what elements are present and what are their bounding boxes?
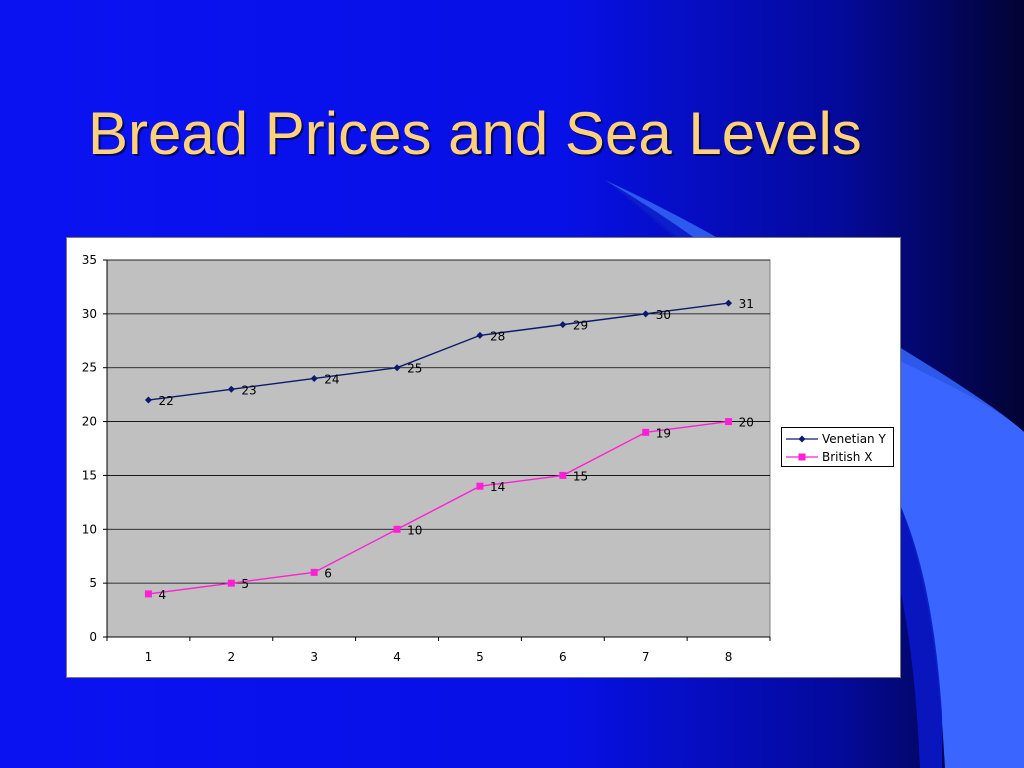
legend-label-british: British X <box>822 450 873 464</box>
data-point-british <box>310 568 318 576</box>
data-point-british <box>476 482 484 490</box>
data-label-british: 15 <box>573 469 588 483</box>
data-label-venetian: 22 <box>158 394 173 408</box>
slide-title: Bread Prices and Sea Levels <box>88 100 862 167</box>
y-tick-label: 5 <box>89 576 97 590</box>
legend-label-venetian: Venetian Y <box>822 432 886 446</box>
data-label-venetian: 30 <box>656 308 671 322</box>
x-tick-label: 1 <box>145 650 153 664</box>
data-point-venetian <box>310 374 318 382</box>
series-line-venetian <box>148 302 729 401</box>
data-label-british: 6 <box>324 566 332 580</box>
data-label-british: 20 <box>739 416 754 430</box>
data-label-venetian: 25 <box>407 362 422 376</box>
data-point-british <box>144 590 152 598</box>
chart-panel: 0 5 10 15 20 25 30 35 1 2 3 4 5 6 7 8 22 23 24 25 28 29 30 31 4 5… <box>66 237 901 678</box>
data-point-venetian <box>393 364 401 372</box>
data-point-venetian <box>476 331 484 339</box>
data-point-british <box>559 471 567 479</box>
chart-legend: Venetian Y British X <box>781 427 894 467</box>
data-point-venetian <box>642 310 650 318</box>
x-tick-label: 6 <box>559 650 567 664</box>
data-point-venetian <box>559 321 567 329</box>
y-tick-label: 30 <box>82 307 97 321</box>
data-label-venetian: 29 <box>573 319 588 333</box>
legend-marker-venetian <box>786 435 818 443</box>
data-label-venetian: 31 <box>739 297 754 311</box>
data-point-venetian <box>144 396 152 404</box>
y-tick-label: 20 <box>82 415 97 429</box>
data-point-british <box>642 428 650 436</box>
data-label-venetian: 28 <box>490 329 505 343</box>
y-tick-label: 10 <box>82 522 97 536</box>
data-point-british <box>393 525 401 533</box>
y-tick-label: 35 <box>82 253 97 267</box>
data-point-british <box>227 579 235 587</box>
data-label-british: 4 <box>158 588 166 602</box>
y-tick-label: 25 <box>82 361 97 375</box>
legend-item-british: British X <box>786 449 872 465</box>
x-tick-label: 2 <box>227 650 235 664</box>
data-point-british <box>725 418 733 426</box>
series-line-british <box>148 420 729 595</box>
plot-area <box>106 259 771 638</box>
x-tick-label: 4 <box>393 650 401 664</box>
legend-marker-british <box>786 453 818 461</box>
data-point-venetian <box>227 385 235 393</box>
data-label-british: 5 <box>241 577 249 591</box>
y-tick-label: 0 <box>89 630 97 644</box>
data-point-venetian <box>725 299 733 307</box>
data-label-british: 19 <box>656 426 671 440</box>
data-label-british: 14 <box>490 480 505 494</box>
x-tick-label: 3 <box>310 650 318 664</box>
data-label-venetian: 23 <box>241 383 256 397</box>
legend-item-venetian: Venetian Y <box>786 431 886 447</box>
x-tick-label: 7 <box>642 650 650 664</box>
x-tick-label: 5 <box>476 650 484 664</box>
x-tick-label: 8 <box>725 650 733 664</box>
data-label-venetian: 24 <box>324 372 339 386</box>
data-label-british: 10 <box>407 523 422 537</box>
y-tick-label: 15 <box>82 468 97 482</box>
